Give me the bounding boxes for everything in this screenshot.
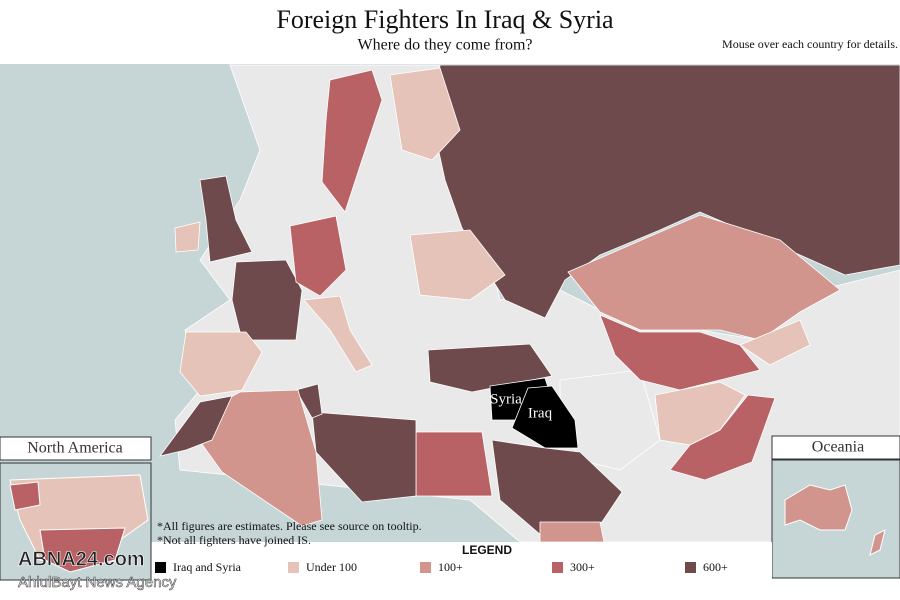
note: *All figures are estimates. Please see s… [157, 519, 422, 533]
country[interactable] [179, 331, 263, 397]
title: Foreign Fighters In Iraq & Syria [276, 5, 614, 34]
note: *Not all fighters have joined IS. [157, 533, 311, 547]
inset-north-america: North America [0, 436, 152, 581]
country[interactable] [321, 69, 383, 213]
legend-swatch [420, 562, 431, 573]
country[interactable] [389, 67, 461, 161]
country[interactable] [199, 175, 253, 263]
country[interactable] [159, 395, 233, 457]
watermark-brand: ABNA24.com [18, 548, 145, 570]
main-map: Syria Iraq [0, 64, 900, 543]
inset-title: Oceania [812, 439, 864, 456]
inset-oceania: Oceania [771, 435, 900, 579]
legend-label: 600+ [703, 560, 728, 574]
watermark-tagline: AhlulBayt News Agency [18, 574, 177, 591]
country[interactable] [599, 314, 761, 391]
country[interactable] [409, 229, 506, 301]
legend-items: Iraq and Syria Under 100 100+ 300+ 600+ [155, 560, 728, 574]
legend-swatch [155, 562, 166, 573]
subtitle: Where do they come from? [357, 37, 532, 54]
legend-title: LEGEND [462, 543, 512, 557]
legend-swatch [552, 562, 563, 573]
country[interactable] [303, 295, 373, 373]
inset-title: North America [27, 440, 123, 457]
country[interactable] [311, 411, 417, 503]
country[interactable] [415, 431, 493, 497]
country[interactable] [174, 221, 201, 253]
country-label: Iraq [528, 405, 553, 421]
country[interactable] [231, 259, 303, 341]
country[interactable] [669, 394, 776, 481]
country[interactable] [295, 383, 323, 419]
country[interactable] [511, 385, 579, 449]
legend-swatch [288, 562, 299, 573]
country[interactable] [739, 319, 811, 366]
country-label: Syria [490, 391, 522, 407]
legend-label: Iraq and Syria [173, 560, 242, 574]
legend-label: Under 100 [306, 560, 357, 574]
legend-area: *All figures are estimates. Please see s… [152, 519, 772, 580]
legend-swatch [685, 562, 696, 573]
country[interactable] [567, 214, 841, 341]
country[interactable] [289, 215, 347, 297]
instruction: Mouse over each country for details. [722, 37, 898, 51]
legend-label: 100+ [438, 560, 463, 574]
watermark: ABNA24.com AhlulBayt News Agency [18, 548, 177, 591]
country[interactable] [185, 389, 323, 527]
country[interactable] [491, 439, 623, 537]
country[interactable] [539, 521, 605, 543]
legend-label: 300+ [570, 560, 595, 574]
